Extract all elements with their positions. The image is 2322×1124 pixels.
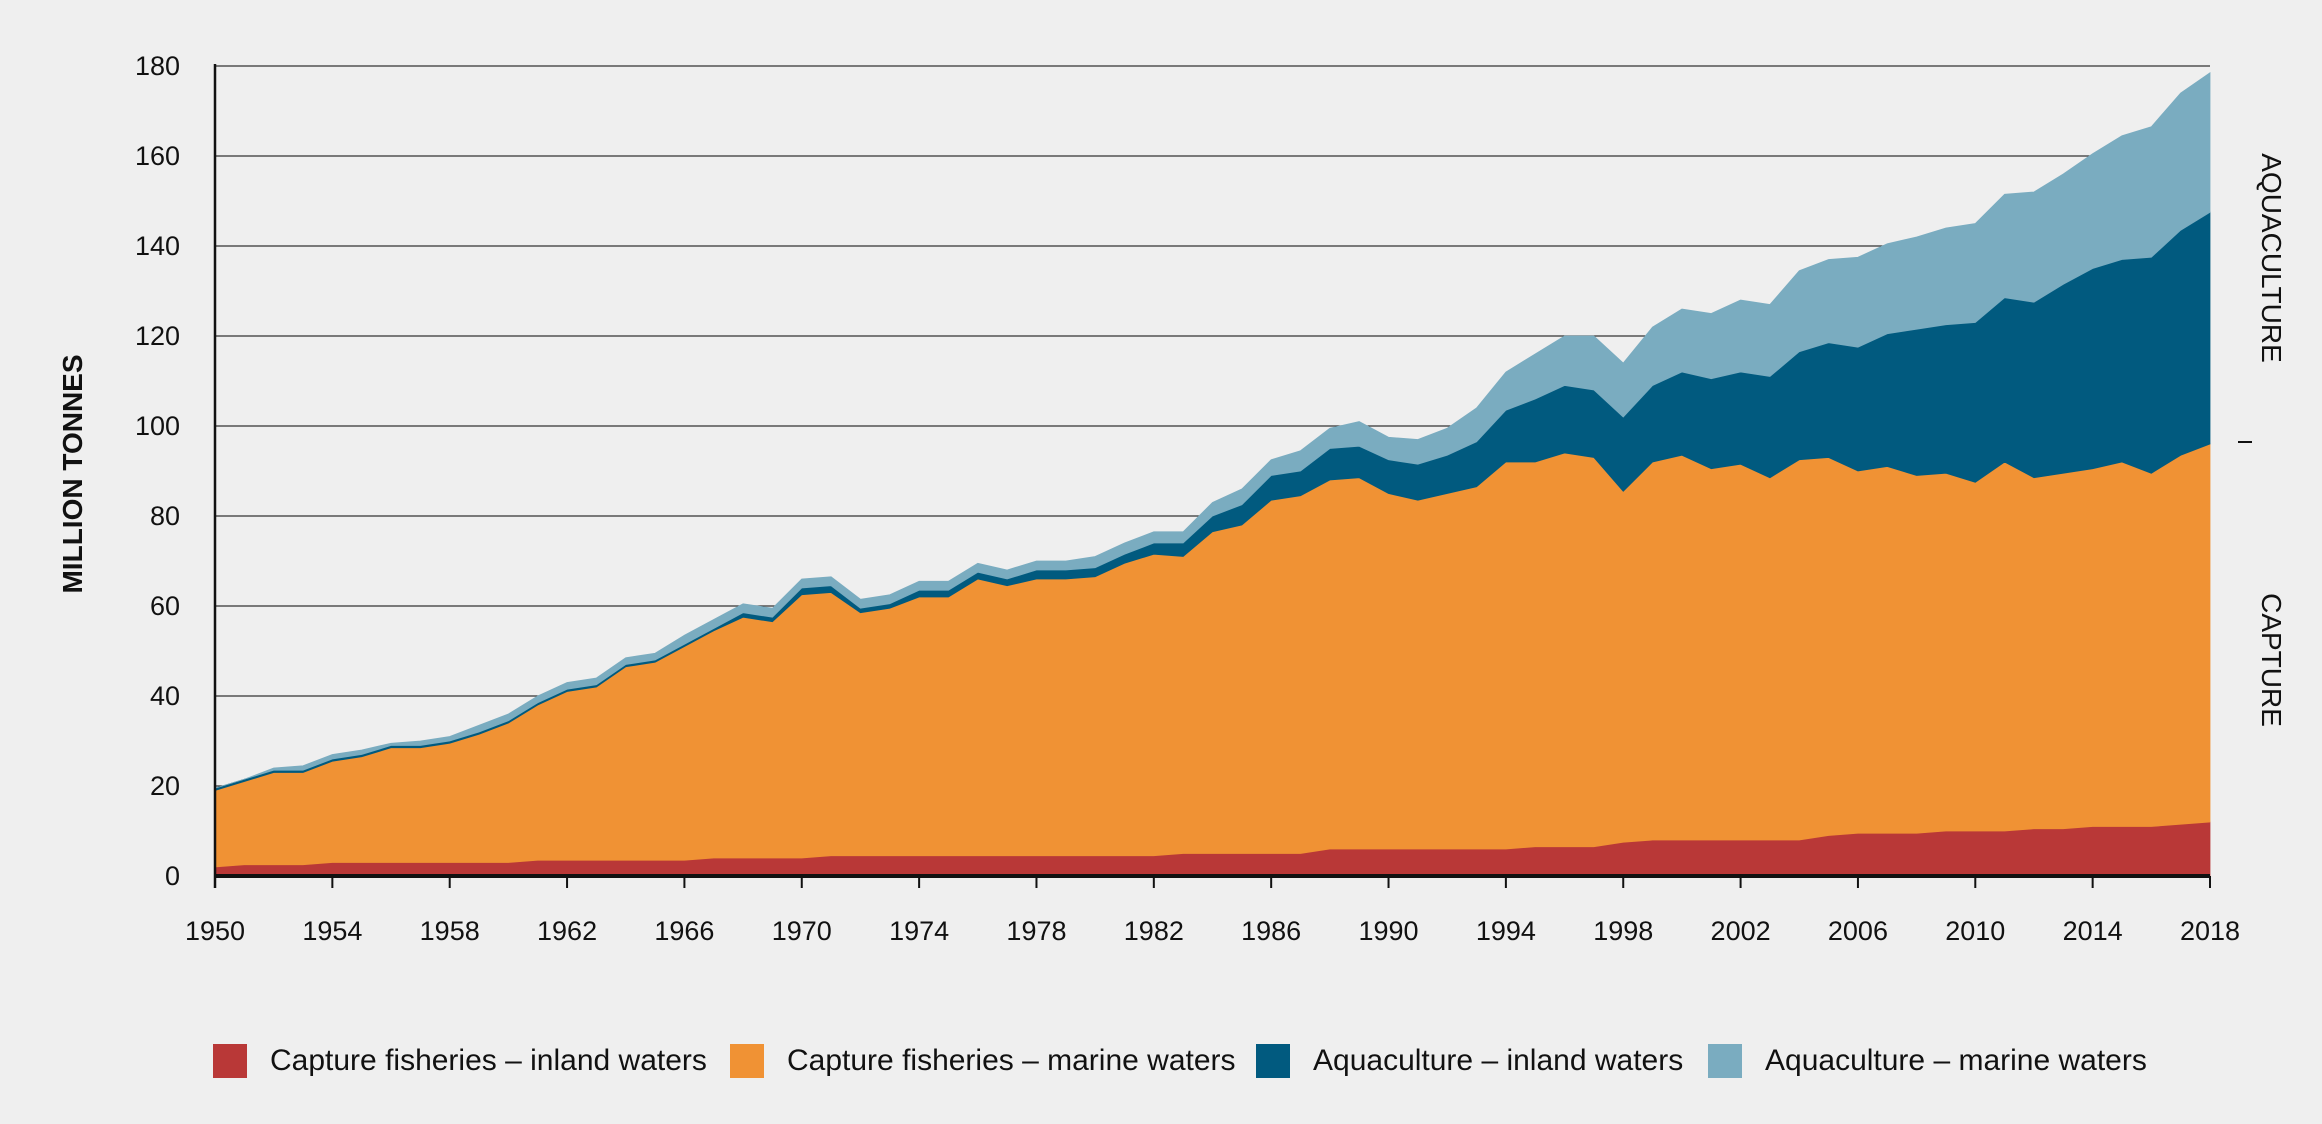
legend-swatch-aquaculture-inland (1256, 1044, 1290, 1078)
x-tick-label-2018: 2018 (2180, 916, 2240, 946)
axes (213, 64, 2211, 888)
x-tick-label-1950: 1950 (185, 916, 245, 946)
x-tick-label-2014: 2014 (2063, 916, 2123, 946)
y-tick-label-160: 160 (135, 141, 180, 171)
legend-swatch-aquaculture-marine (1708, 1044, 1742, 1078)
y-tick-label-100: 100 (135, 411, 180, 441)
legend-label-capture-inland: Capture fisheries – inland waters (270, 1044, 707, 1077)
y-tick-label-0: 0 (165, 861, 180, 891)
x-tick-label-1994: 1994 (1476, 916, 1536, 946)
x-tick-label-1958: 1958 (420, 916, 480, 946)
x-tick-label-1962: 1962 (537, 916, 597, 946)
x-tick-label-2002: 2002 (1711, 916, 1771, 946)
x-tick-label-1978: 1978 (1006, 916, 1066, 946)
stacked-areas (214, 71, 2211, 877)
x-tick-label-1998: 1998 (1593, 916, 1653, 946)
y-tick-label-120: 120 (135, 321, 180, 351)
y-tick-labels: 0 20 40 60 80 100 120 140 160 180 (135, 51, 180, 891)
y-tick-label-40: 40 (150, 681, 180, 711)
x-tick-label-1970: 1970 (772, 916, 832, 946)
y-tick-label-80: 80 (150, 501, 180, 531)
x-tick-labels: 1950 1954 1958 1962 1966 1970 1974 1978 1982 1986… (185, 916, 2240, 946)
y-tick-label-60: 60 (150, 591, 180, 621)
legend: Capture fisheries – inland waters Captur… (213, 1044, 2147, 1078)
x-tick-label-1954: 1954 (302, 916, 362, 946)
x-tick-label-2006: 2006 (1828, 916, 1888, 946)
area-series-3 (214, 71, 2211, 789)
x-tick-label-1974: 1974 (889, 916, 949, 946)
legend-item-capture-marine: Capture fisheries – marine waters (730, 1044, 1236, 1078)
x-tick-label-1966: 1966 (654, 916, 714, 946)
legend-label-capture-marine: Capture fisheries – marine waters (787, 1044, 1236, 1077)
legend-label-aquaculture-inland: Aquaculture – inland waters (1313, 1044, 1683, 1077)
y-tick-label-140: 140 (135, 231, 180, 261)
y-tick-label-20: 20 (150, 771, 180, 801)
legend-swatch-capture-marine (730, 1044, 764, 1078)
y-axis-label: MILLION TONNES (57, 354, 88, 593)
legend-item-aquaculture-inland: Aquaculture – inland waters (1256, 1044, 1683, 1078)
legend-swatch-capture-inland (213, 1044, 247, 1078)
y-tick-label-180: 180 (135, 51, 180, 81)
x-tick-label-1986: 1986 (1241, 916, 1301, 946)
side-label-aquaculture: AQUACULTURE (2256, 153, 2287, 363)
x-tick-label-1990: 1990 (1358, 916, 1418, 946)
side-label-capture: CAPTURE (2256, 593, 2287, 727)
legend-label-aquaculture-marine: Aquaculture – marine waters (1765, 1044, 2147, 1077)
legend-item-capture-inland: Capture fisheries – inland waters (213, 1044, 707, 1078)
x-tick-label-1982: 1982 (1124, 916, 1184, 946)
x-tick-label-2010: 2010 (1945, 916, 2005, 946)
legend-item-aquaculture-marine: Aquaculture – marine waters (1708, 1044, 2147, 1078)
